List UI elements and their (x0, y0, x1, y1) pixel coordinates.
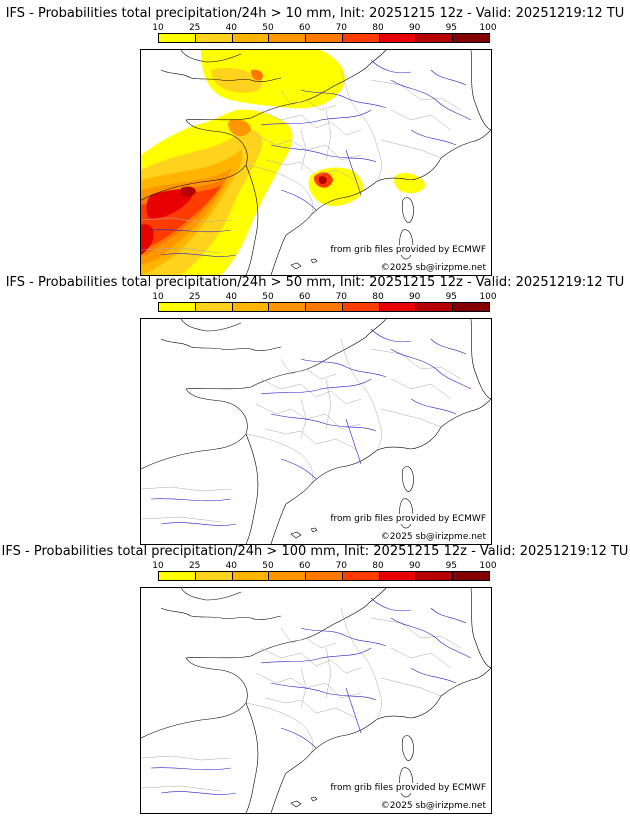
colorbar-tick: 90 (408, 561, 421, 571)
colorbar-swatch (269, 572, 307, 580)
colorbar-swatch (269, 303, 307, 311)
panel-100mm: IFS - Probabilities total precipitation/… (0, 544, 630, 814)
source-credit: from grib files provided by ECMWF (329, 245, 487, 255)
colorbar-swatch (453, 572, 490, 580)
copyright-credit: ©2025 sb@irizpme.net (379, 532, 487, 542)
colorbar-tick: 90 (408, 23, 421, 33)
colorbar-tick: 25 (188, 23, 201, 33)
colorbar-tick: 80 (372, 561, 384, 571)
colorbar-swatch (159, 34, 196, 42)
colorbar-tick: 100 (479, 292, 497, 302)
colorbar-swatch (195, 303, 233, 311)
source-credit: from grib files provided by ECMWF (329, 783, 487, 793)
colorbar-tick: 60 (298, 561, 311, 571)
colorbar-swatch (453, 34, 490, 42)
colorbar-swatch (342, 303, 380, 311)
colorbar-swatch (453, 303, 490, 311)
panel-title: IFS - Probabilities total precipitation/… (5, 275, 625, 290)
map-50mm: from grib files provided by ECMWF ©2025 … (140, 318, 492, 545)
colorbar-tick: 50 (262, 23, 274, 33)
colorbar-tick: 95 (445, 292, 458, 302)
panel-50mm: IFS - Probabilities total precipitation/… (0, 275, 630, 545)
colorbar-swatch (195, 34, 233, 42)
colorbar-swatch (159, 303, 196, 311)
colorbar: 10 25 40 50 60 70 80 90 95 100 (148, 292, 498, 316)
colorbar-tick: 60 (298, 292, 311, 302)
copyright-credit: ©2025 sb@irizpme.net (379, 263, 487, 273)
colorbar-swatch (159, 572, 196, 580)
colorbar-swatch (416, 34, 454, 42)
colorbar-tick: 10 (152, 292, 164, 302)
panel-title: IFS - Probabilities total precipitation/… (5, 6, 625, 21)
colorbar-swatch (379, 34, 417, 42)
colorbar-swatch (379, 303, 417, 311)
copyright-credit: ©2025 sb@irizpme.net (379, 801, 487, 811)
colorbar-swatches (158, 571, 490, 581)
colorbar-swatch (306, 34, 343, 42)
colorbar-tick: 40 (225, 23, 238, 33)
colorbar-swatches (158, 33, 490, 43)
colorbar-swatch (232, 34, 270, 42)
probability-field (141, 50, 426, 275)
colorbar-tick: 10 (152, 23, 164, 33)
colorbar-swatch (379, 572, 417, 580)
colorbar-swatch (342, 572, 380, 580)
panel-10mm: IFS - Probabilities total precipitation/… (0, 6, 630, 276)
colorbar: 10 25 40 50 60 70 80 90 95 100 (148, 561, 498, 585)
colorbar-tick: 100 (479, 23, 497, 33)
colorbar-swatch (306, 572, 343, 580)
colorbar-tick: 80 (372, 23, 384, 33)
colorbar: 10 25 40 50 60 70 80 90 95 100 (148, 23, 498, 47)
map-10mm: from grib files provided by ECMWF ©2025 … (140, 49, 492, 276)
colorbar-swatch (416, 303, 454, 311)
colorbar-tick: 95 (445, 23, 458, 33)
colorbar-tick: 80 (372, 292, 384, 302)
colorbar-tick: 90 (408, 292, 421, 302)
source-credit: from grib files provided by ECMWF (329, 514, 487, 524)
colorbar-tick: 40 (225, 561, 238, 571)
colorbar-swatch (342, 34, 380, 42)
colorbar-tick: 100 (479, 561, 497, 571)
colorbar-tick: 60 (298, 23, 311, 33)
colorbar-swatch (232, 572, 270, 580)
colorbar-swatch (416, 572, 454, 580)
colorbar-tick: 10 (152, 561, 164, 571)
colorbar-tick: 70 (335, 561, 348, 571)
colorbar-tick: 50 (262, 292, 274, 302)
colorbar-swatch (306, 303, 343, 311)
colorbar-tick: 40 (225, 292, 238, 302)
colorbar-swatches (158, 302, 490, 312)
colorbar-swatch (195, 572, 233, 580)
map-100mm: from grib files provided by ECMWF ©2025 … (140, 587, 492, 814)
colorbar-tick: 70 (335, 292, 348, 302)
panel-title: IFS - Probabilities total precipitation/… (1, 544, 629, 559)
colorbar-tick: 95 (445, 561, 458, 571)
colorbar-tick: 25 (188, 292, 201, 302)
colorbar-tick: 50 (262, 561, 274, 571)
colorbar-swatch (232, 303, 270, 311)
colorbar-tick: 70 (335, 23, 348, 33)
colorbar-swatch (269, 34, 307, 42)
colorbar-tick: 25 (188, 561, 201, 571)
